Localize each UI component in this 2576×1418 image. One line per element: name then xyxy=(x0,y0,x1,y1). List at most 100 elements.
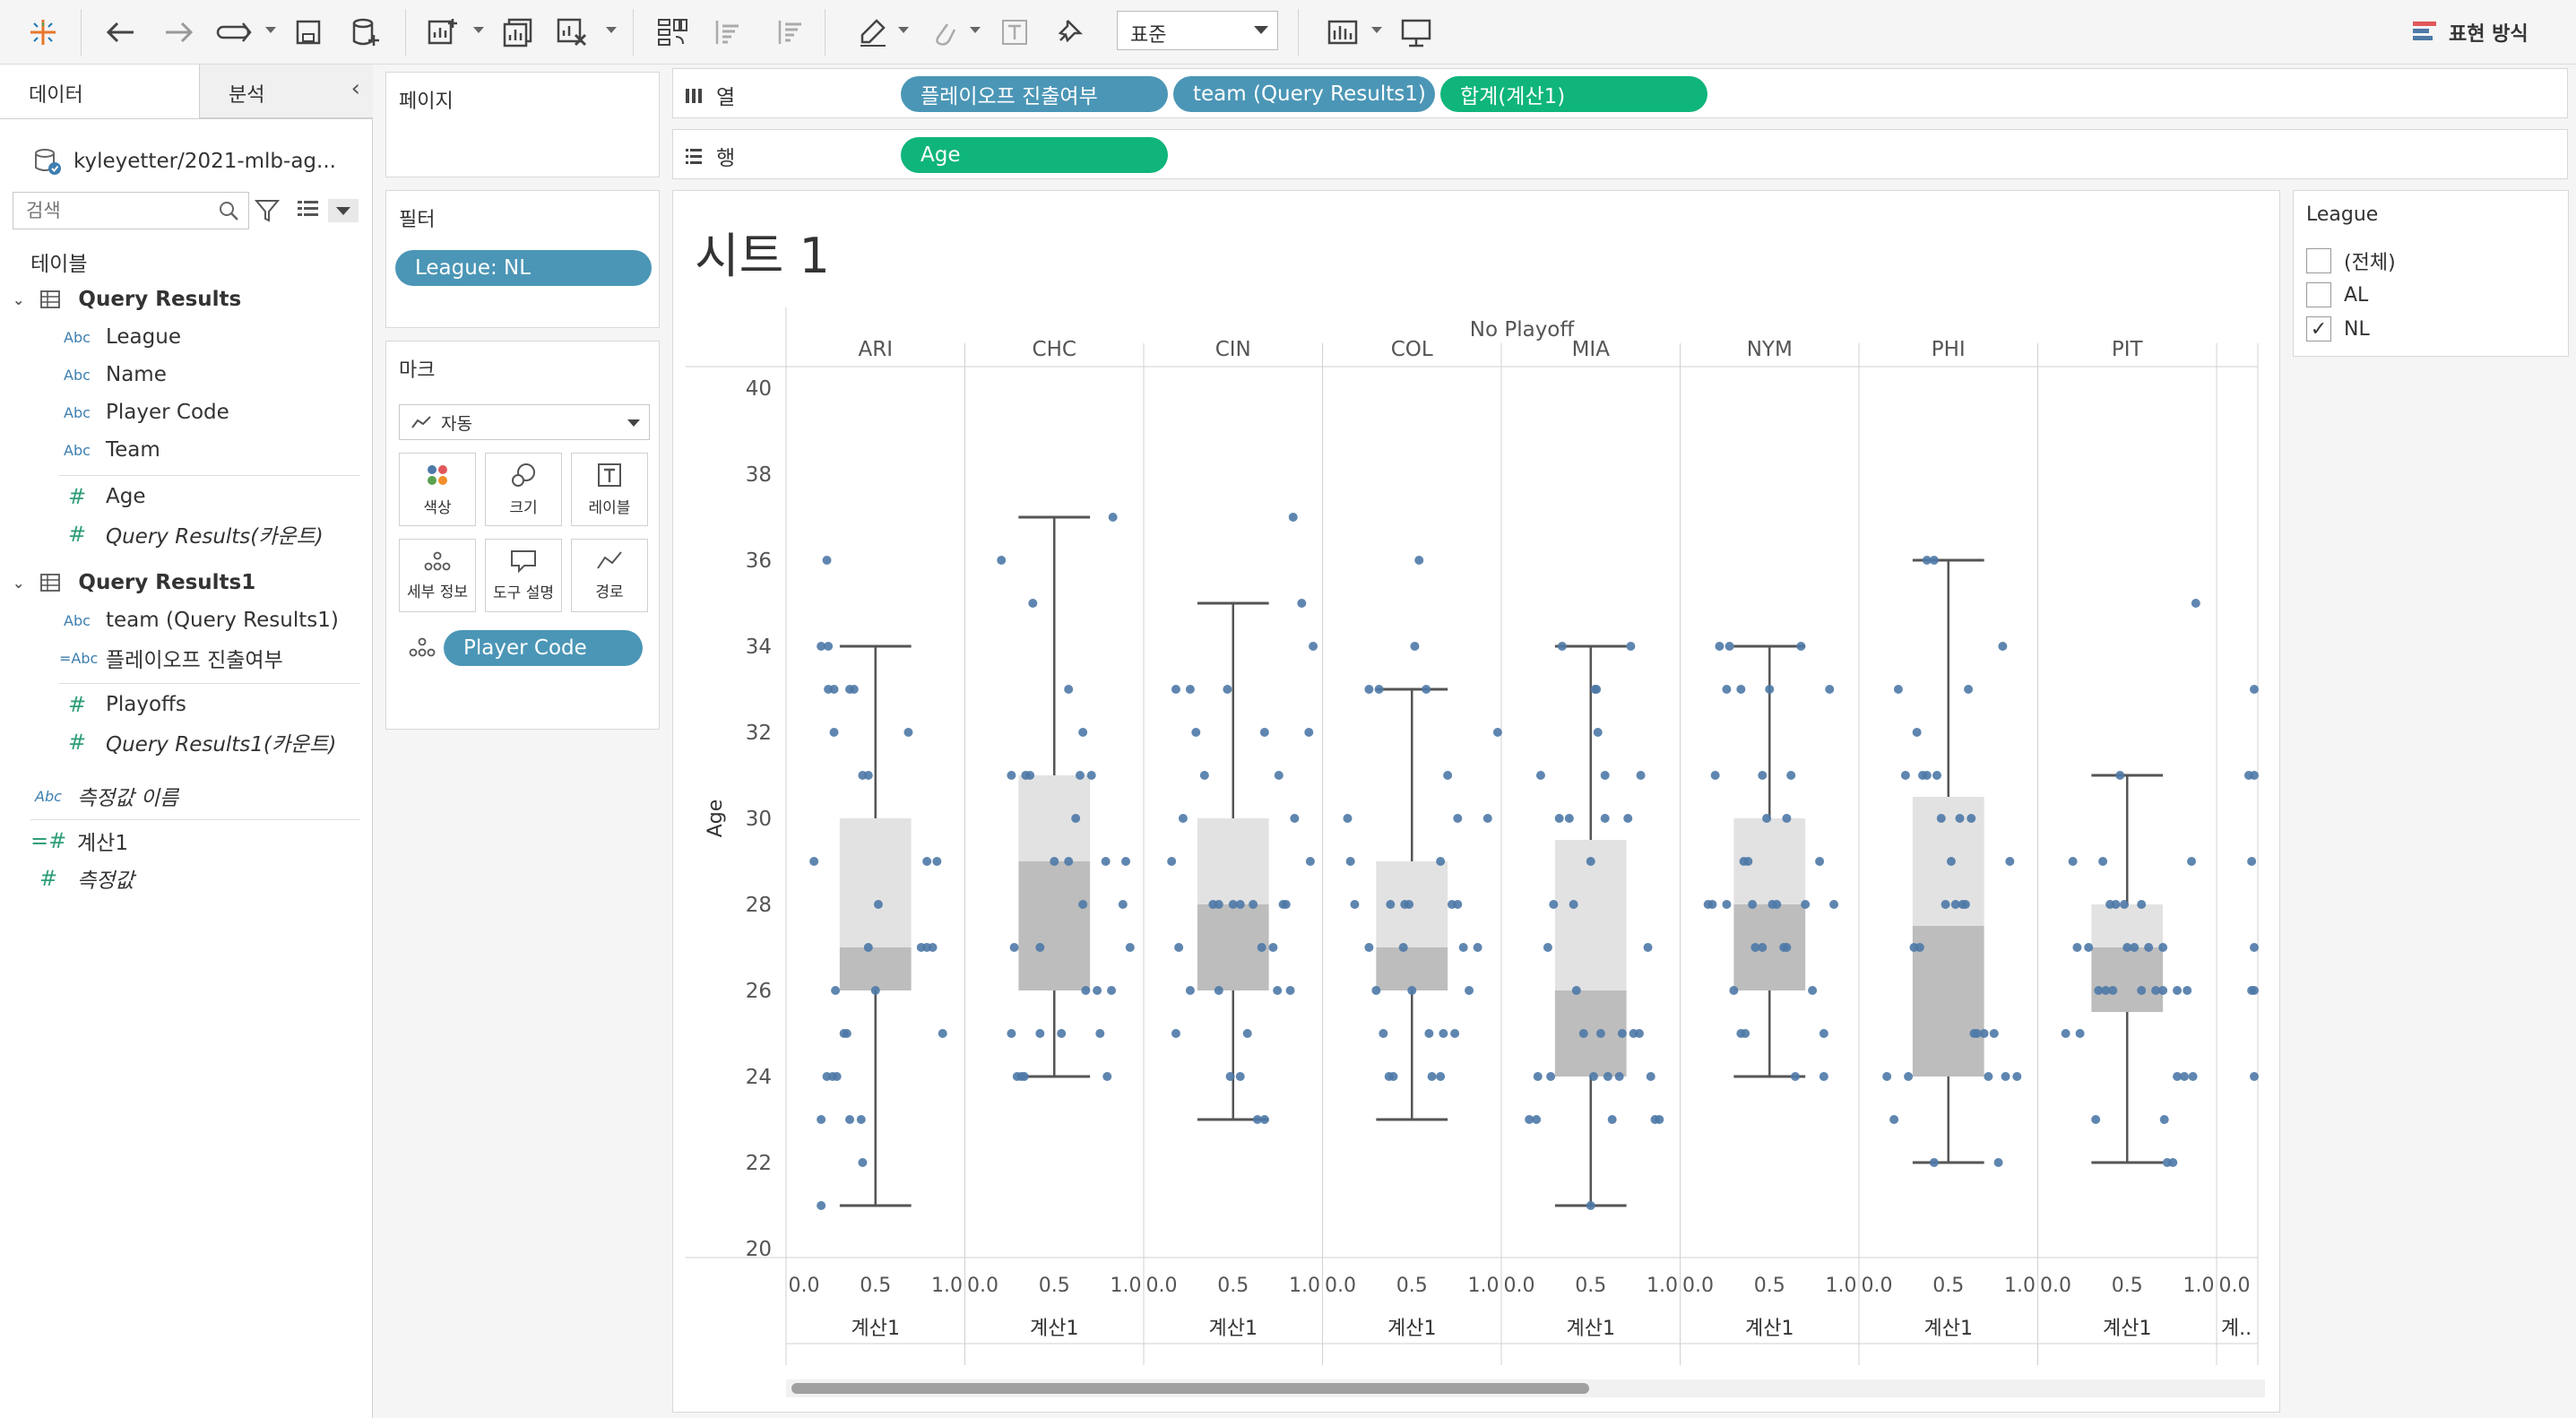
table-name: Query Results1 xyxy=(78,571,256,594)
duplicate-sheet-icon[interactable] xyxy=(498,13,538,52)
field-row[interactable]: Abc Player Code xyxy=(59,394,229,430)
view-list-icon[interactable] xyxy=(296,199,321,220)
datasource-row[interactable]: kyleyetter/2021-mlb-ag... xyxy=(32,143,336,179)
sort-descending-icon[interactable] xyxy=(771,13,810,52)
presentation-mode-icon[interactable] xyxy=(1396,13,1436,52)
data-point xyxy=(1443,771,1453,780)
data-point xyxy=(1257,943,1266,952)
rows-shelf[interactable]: 행 Age xyxy=(672,129,2568,179)
swap-rows-columns-icon[interactable] xyxy=(653,13,692,52)
collapse-pane-icon[interactable]: ‹ xyxy=(350,75,360,102)
data-point xyxy=(1273,986,1283,995)
detail-pill-player-code[interactable]: Player Code xyxy=(444,630,643,666)
path-button[interactable]: 경로 xyxy=(571,539,648,612)
tooltip-button[interactable]: 도구 설명 xyxy=(485,539,562,612)
search-box[interactable] xyxy=(13,192,249,229)
field-row[interactable]: Abc League xyxy=(59,319,181,355)
field-row[interactable]: Abc Name xyxy=(59,357,167,393)
table-query-results1[interactable]: ⌄ Query Results1 xyxy=(13,565,255,601)
filters-card[interactable]: 필터 League: NL xyxy=(385,190,660,328)
checkbox[interactable] xyxy=(2306,248,2331,273)
data-point xyxy=(1118,900,1128,909)
checkbox-checked[interactable]: ✓ xyxy=(2306,316,2331,342)
sort-ascending-icon[interactable] xyxy=(708,13,748,52)
pages-card[interactable]: 페이지 xyxy=(385,72,660,177)
data-point xyxy=(2120,900,2130,909)
data-point xyxy=(1439,1029,1448,1038)
field-row[interactable]: Abc team (Query Results1) xyxy=(59,602,339,638)
pin-icon[interactable] xyxy=(1050,13,1090,52)
league-option-all[interactable]: (전체) xyxy=(2306,246,2396,275)
x-tick-label: 0.5 xyxy=(1039,1275,1070,1297)
table-query-results[interactable]: ⌄ Query Results xyxy=(13,281,241,317)
tab-data[interactable]: 데이터 xyxy=(0,65,199,118)
checkbox[interactable] xyxy=(2306,282,2331,307)
highlight-icon[interactable] xyxy=(853,13,893,52)
filter-icon[interactable] xyxy=(255,199,280,222)
data-point xyxy=(1710,771,1720,780)
detail-button[interactable]: 세부 정보 xyxy=(399,539,476,612)
save-icon[interactable] xyxy=(289,13,328,52)
redo-icon[interactable] xyxy=(160,13,199,52)
color-button[interactable]: 색상 xyxy=(399,453,476,526)
field-row[interactable]: =# 계산1 xyxy=(30,823,128,859)
field-row[interactable]: # Query Results(카운트) xyxy=(59,516,324,552)
field-row[interactable]: # Query Results1(카운트) xyxy=(59,724,336,760)
column-pill-team[interactable]: team (Query Results1) xyxy=(1173,76,1435,112)
replay-icon[interactable] xyxy=(213,13,258,52)
data-point xyxy=(1214,986,1223,995)
data-point xyxy=(2168,1158,2178,1167)
x-tick-label: 0.0 xyxy=(967,1275,998,1297)
tab-analysis[interactable]: 분석 ‹ xyxy=(199,65,373,118)
scrollbar-thumb[interactable] xyxy=(791,1383,1589,1394)
undo-icon[interactable] xyxy=(100,13,140,52)
field-row[interactable]: # Age xyxy=(59,479,146,514)
x-tick-label: 0.0 xyxy=(1862,1275,1893,1297)
field-row[interactable]: Abc 측정값 이름 xyxy=(30,778,178,814)
sheet-title: 시트 1 xyxy=(695,228,830,284)
data-point xyxy=(1281,900,1291,909)
marks-card-title: 마크 xyxy=(399,359,436,382)
column-pill-sum-calc1[interactable]: 합계(계산1) xyxy=(1440,76,1707,112)
data-point xyxy=(1305,857,1315,866)
data-point xyxy=(2173,1072,2183,1081)
new-datasource-icon[interactable] xyxy=(346,13,385,52)
field-row[interactable]: # 측정값 xyxy=(30,860,134,896)
league-option-al[interactable]: AL xyxy=(2306,281,2368,309)
box-plot-chart[interactable]: No Playoff Age 20 22 24 26 28 30 32 34 36 38 40 ARI 0.… xyxy=(673,191,2279,1412)
data-point xyxy=(1343,814,1353,823)
worksheet-view[interactable]: 시트 1 No Playoff Age 20 22 24 26 28 30 32 34 36 38 40… xyxy=(672,190,2280,1413)
label-button[interactable]: 레이블 xyxy=(571,453,648,526)
data-point xyxy=(997,556,1007,565)
fit-select-value: 표준 xyxy=(1130,24,1167,47)
filter-pill-league[interactable]: League: NL xyxy=(395,250,652,286)
box-lower-phi xyxy=(1912,926,1984,1076)
search-input[interactable] xyxy=(13,193,211,229)
group-paperclip-icon[interactable] xyxy=(923,13,963,52)
league-option-nl[interactable]: ✓ NL xyxy=(2306,315,2370,343)
data-point xyxy=(2111,900,2121,909)
field-row[interactable]: # Playoffs xyxy=(59,687,186,722)
data-point xyxy=(1309,642,1318,651)
horizontal-scrollbar[interactable] xyxy=(786,1379,2265,1397)
row-pill-age[interactable]: Age xyxy=(901,137,1168,173)
show-labels-icon[interactable] xyxy=(995,13,1034,52)
clear-sheet-icon[interactable] xyxy=(552,13,592,52)
mark-type-select[interactable]: 자동 xyxy=(399,404,650,440)
data-point xyxy=(1722,900,1732,909)
show-me-button[interactable]: 표현 방식 xyxy=(2411,16,2528,48)
field-row[interactable]: Abc Team xyxy=(59,432,160,468)
data-point xyxy=(1458,943,1468,952)
data-point xyxy=(2144,943,2154,952)
fit-select[interactable]: 표준 xyxy=(1117,11,1278,50)
new-worksheet-icon[interactable] xyxy=(423,13,462,52)
field-row[interactable]: =Abc 플레이오프 진출여부 xyxy=(59,640,283,676)
column-pill-playoff[interactable]: 플레이오프 진출여부 xyxy=(901,76,1168,112)
size-button[interactable]: 크기 xyxy=(485,453,562,526)
data-point xyxy=(1259,728,1269,737)
view-options-dropdown[interactable] xyxy=(328,199,359,222)
data-point xyxy=(1967,814,1976,823)
tableau-logo-icon[interactable] xyxy=(25,13,61,52)
columns-shelf[interactable]: 열 플레이오프 진출여부 team (Query Results1) 합계(계산… xyxy=(672,68,2568,118)
show-cards-icon[interactable] xyxy=(1325,13,1364,52)
